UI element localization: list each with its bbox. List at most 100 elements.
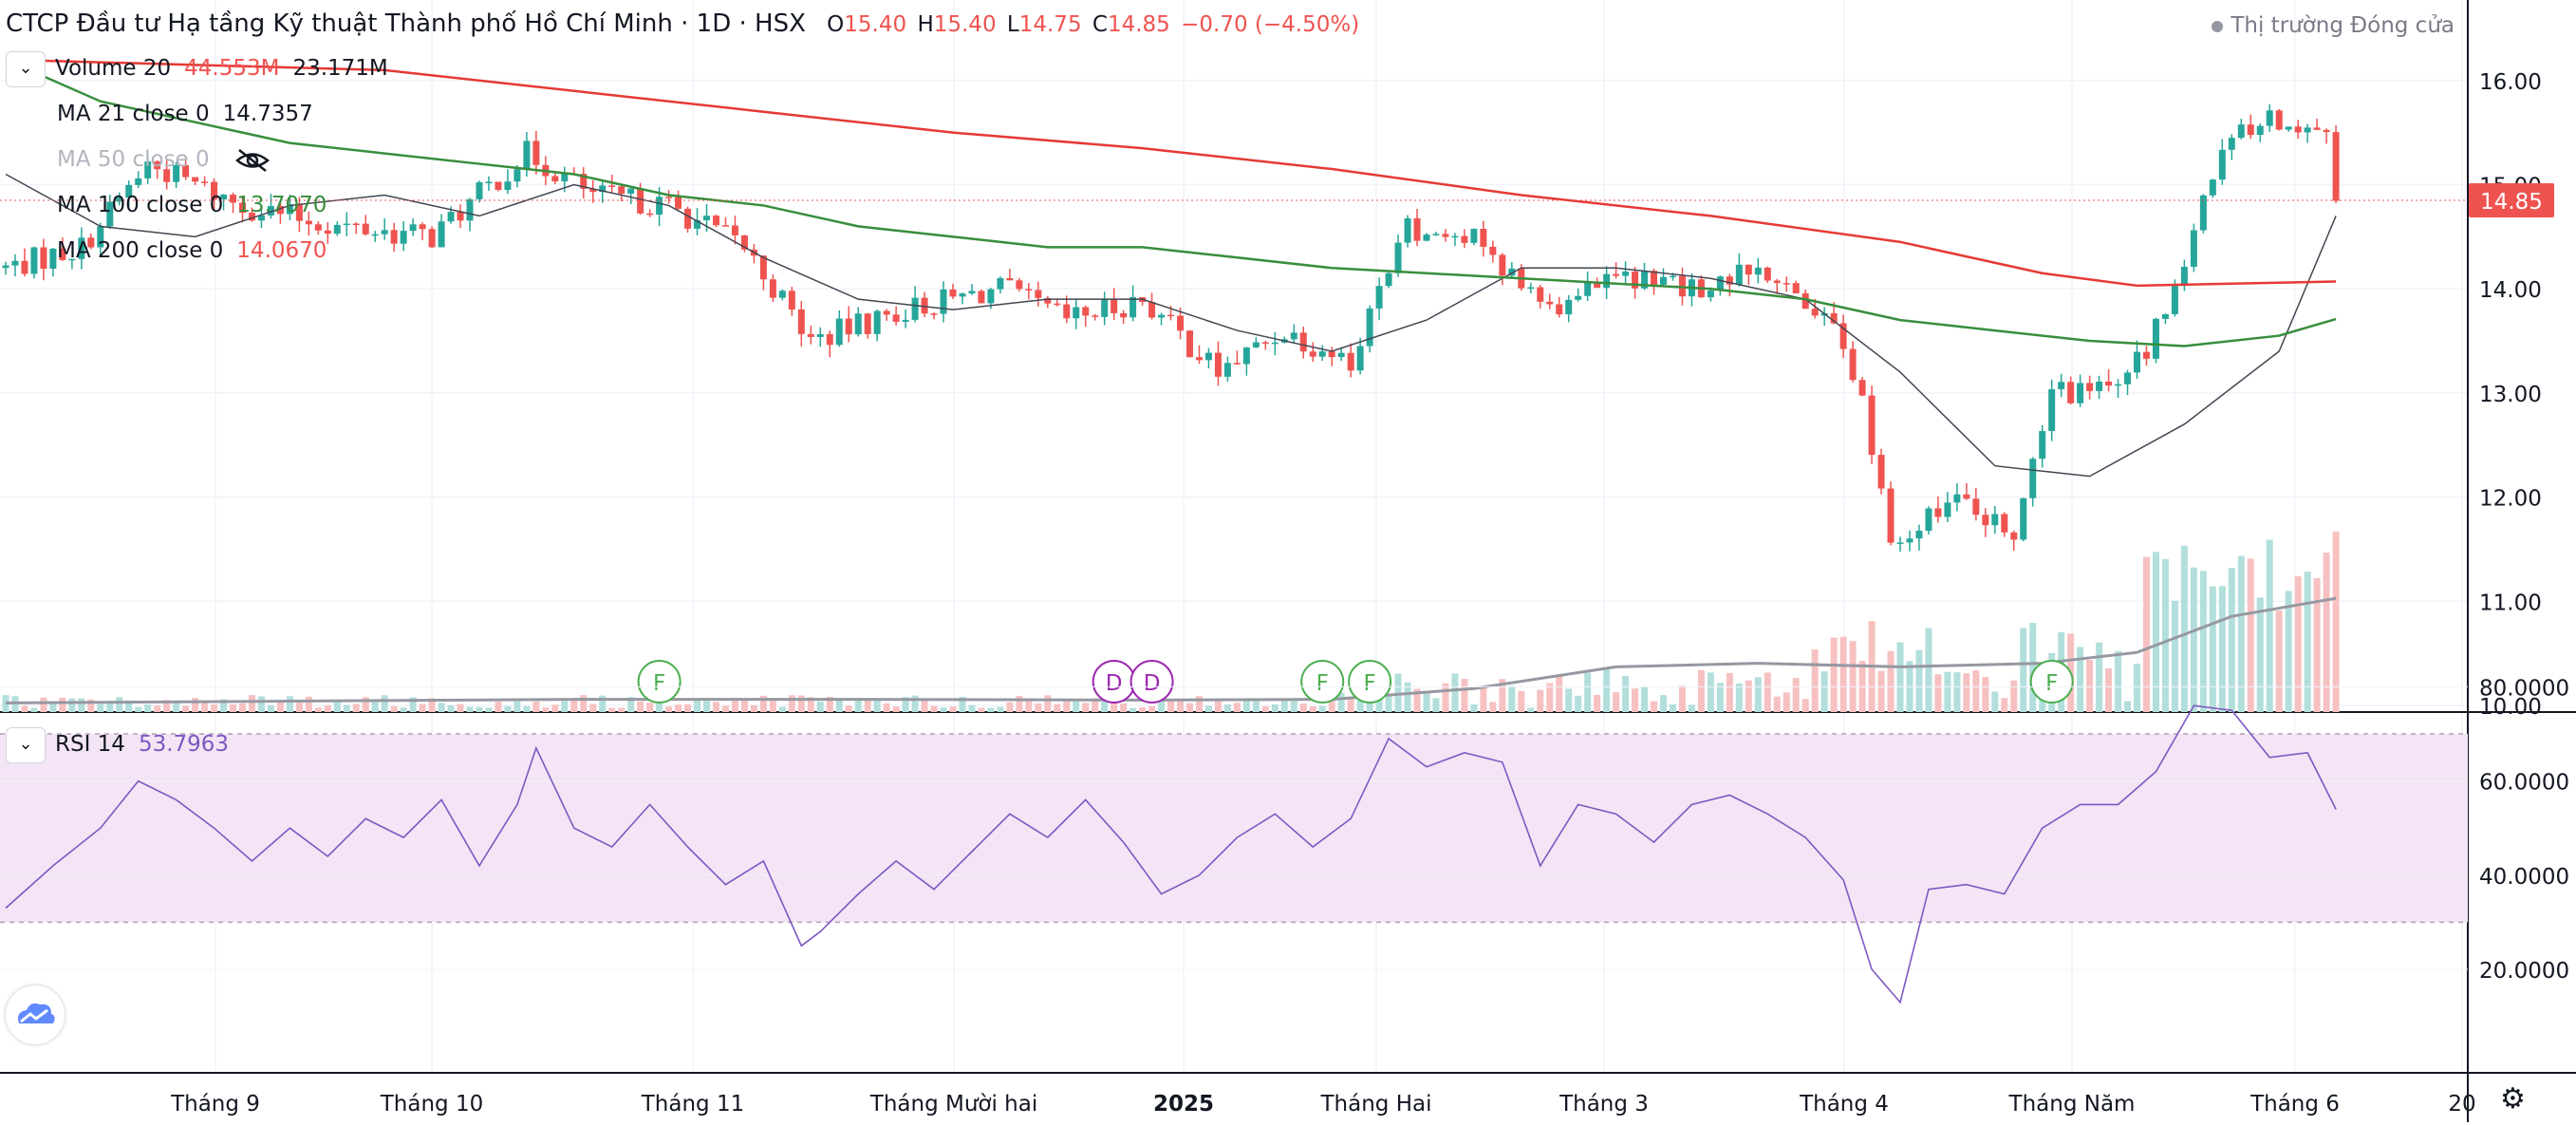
volume-bar — [2209, 586, 2216, 712]
collapse-chevron-icon[interactable]: ⌄ — [6, 726, 46, 763]
candle-body — [1764, 267, 1771, 281]
candle-body — [438, 221, 445, 248]
candle-body — [1054, 303, 1061, 306]
volume-bar — [1413, 688, 1421, 712]
volume-bar — [173, 703, 180, 712]
volume-label: Volume 20 — [55, 56, 172, 81]
ma100-legend[interactable]: MA 100 close 0 13.7070 — [57, 186, 327, 224]
volume-bar — [1120, 703, 1128, 712]
volume-bar — [1432, 698, 1440, 712]
rsi-legend[interactable]: ⌄ RSI 14 53.7963 — [6, 725, 229, 763]
candle-body — [2332, 132, 2340, 201]
volume-bar — [542, 707, 550, 712]
candle-body — [1082, 307, 1090, 316]
volume-bar — [1129, 707, 1137, 712]
volume-bar — [59, 697, 66, 712]
volume-bar — [1877, 670, 1885, 712]
volume-bar — [2077, 647, 2084, 712]
candle-body — [978, 291, 985, 304]
candle-body — [2058, 382, 2065, 389]
candle-body — [2209, 179, 2216, 196]
candle-body — [1442, 234, 1449, 237]
candle-body — [1641, 271, 1649, 289]
volume-bar — [1537, 689, 1544, 712]
candle-body — [135, 178, 142, 185]
volume-bar — [1887, 650, 1895, 712]
volume-bar — [1575, 695, 1582, 712]
ma200-value: 14.0670 — [236, 238, 327, 263]
candle-body — [731, 225, 738, 235]
volume-bar — [87, 699, 95, 712]
open-label: O — [827, 12, 845, 37]
settings-gear-icon[interactable]: ⚙ — [2500, 1082, 2526, 1116]
hidden-eye-icon[interactable] — [233, 146, 271, 175]
candle-body — [1499, 254, 1506, 276]
volume-bar — [873, 700, 881, 712]
volume-bar — [949, 706, 957, 712]
event-marker-earnings[interactable] — [637, 660, 681, 704]
volume-bar — [1972, 670, 1980, 712]
volume-bar — [1584, 672, 1592, 712]
volume-bar — [1830, 637, 1838, 712]
event-marker-earnings[interactable] — [1300, 660, 1345, 704]
volume-bar — [1735, 683, 1743, 712]
candle-body — [182, 164, 190, 178]
candle-body — [362, 223, 369, 235]
event-marker-dividend[interactable] — [1129, 660, 1174, 704]
collapse-chevron-icon[interactable]: ⌄ — [6, 50, 46, 87]
volume-bar — [1651, 701, 1658, 712]
event-marker-earnings[interactable] — [1348, 660, 1392, 704]
candle-body — [1556, 304, 1563, 315]
ma21-legend[interactable]: MA 21 close 0 14.7357 — [57, 95, 313, 133]
volume-bar — [1177, 698, 1185, 712]
candle-body — [921, 297, 928, 314]
candle-body — [1508, 268, 1516, 276]
candle-body — [1858, 380, 1866, 396]
ma-line-2 — [5, 58, 2337, 288]
volume-bar — [902, 697, 909, 712]
ma50-legend[interactable]: MA 50 close 0 — [57, 141, 271, 178]
volume-bar — [769, 698, 776, 712]
candle-body — [2001, 514, 2008, 533]
volume-bar — [2171, 600, 2178, 712]
candlesticks[interactable] — [2, 103, 2340, 553]
volume-bar — [116, 697, 123, 712]
candle-body — [2105, 381, 2113, 386]
candle-body — [154, 161, 161, 170]
volume-bar — [314, 707, 322, 712]
candle-body — [2256, 125, 2264, 136]
volume-legend[interactable]: ⌄ Volume 20 44.553M 23.171M — [6, 49, 388, 87]
candle-body — [1470, 229, 1478, 243]
candle-body — [116, 197, 123, 202]
volume-bar — [627, 697, 635, 712]
candle-body — [1111, 299, 1118, 313]
ma200-legend[interactable]: MA 200 close 0 14.0670 — [57, 232, 327, 270]
candle-body — [1877, 455, 1885, 489]
volume-bar — [1792, 678, 1800, 712]
candle-body — [2115, 384, 2122, 386]
volume-bar — [797, 695, 805, 712]
candle-body — [1423, 235, 1430, 241]
volume-bar — [2313, 577, 2321, 712]
price-tick-label: 14.00 — [2479, 278, 2542, 303]
volume-bar — [2237, 555, 2245, 712]
volume-bar — [248, 695, 255, 712]
candle-body — [1754, 267, 1762, 275]
volume-bar — [788, 695, 795, 712]
candle-body — [276, 205, 284, 215]
event-marker-earnings[interactable] — [2029, 660, 2074, 704]
candle-body — [637, 188, 644, 214]
candle-body — [1745, 264, 1752, 275]
volume-bar — [2152, 552, 2159, 712]
volume-bar — [21, 705, 28, 712]
volume-bar — [381, 695, 388, 712]
rsi-value: 53.7963 — [138, 732, 230, 757]
volume-bar — [864, 699, 871, 712]
candle-body — [532, 141, 540, 165]
tradingview-logo[interactable] — [6, 985, 65, 1044]
candle-body — [883, 310, 890, 315]
candle-body — [703, 216, 711, 221]
